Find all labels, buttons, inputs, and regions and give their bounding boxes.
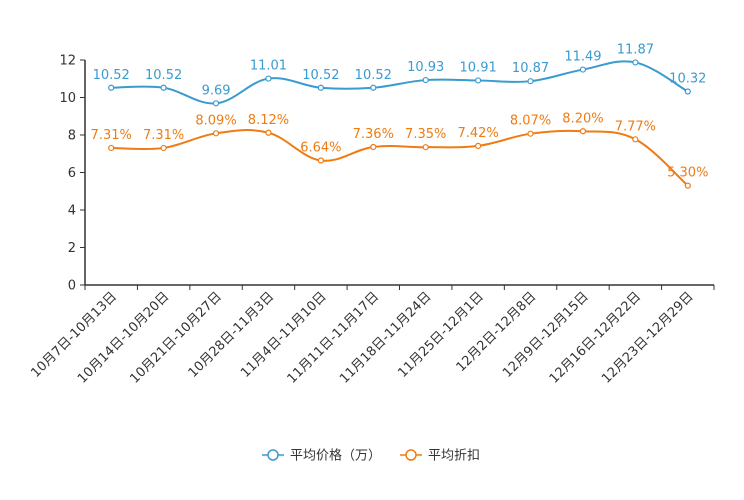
data-point bbox=[527, 78, 534, 85]
data-label: 7.35% bbox=[405, 127, 446, 142]
y-tick-label: 12 bbox=[59, 54, 76, 69]
x-category-label: 12月16日-12月22日 bbox=[547, 289, 644, 386]
data-label: 7.31% bbox=[91, 128, 132, 143]
data-label: 10.91 bbox=[460, 60, 497, 75]
data-label: 11.01 bbox=[250, 59, 287, 74]
data-label: 10.52 bbox=[93, 68, 130, 83]
y-tick-label: 6 bbox=[68, 166, 76, 181]
data-point bbox=[160, 144, 167, 152]
data-label: 10.93 bbox=[407, 60, 444, 75]
data-label: 10.32 bbox=[669, 72, 706, 87]
data-label: 10.52 bbox=[302, 68, 339, 83]
data-point bbox=[632, 136, 639, 143]
data-point bbox=[317, 157, 324, 164]
data-point bbox=[422, 144, 429, 151]
legend-marker bbox=[405, 449, 417, 461]
y-tick-label: 2 bbox=[68, 241, 76, 256]
data-label: 7.31% bbox=[143, 128, 184, 143]
data-label: 8.09% bbox=[195, 113, 236, 128]
data-point bbox=[370, 84, 377, 91]
data-point bbox=[579, 128, 587, 135]
data-point bbox=[684, 182, 691, 189]
data-point bbox=[212, 100, 220, 107]
data-point bbox=[370, 143, 377, 151]
data-point bbox=[265, 129, 272, 136]
data-point bbox=[160, 84, 167, 91]
x-category-label: 12月23日-12月29日 bbox=[599, 289, 696, 386]
x-category-label: 10月14日-10月20日 bbox=[75, 289, 172, 386]
data-label: 10.52 bbox=[355, 68, 392, 83]
data-label: 8.07% bbox=[510, 114, 551, 129]
data-point bbox=[475, 142, 482, 149]
data-point bbox=[212, 130, 220, 137]
series-line-1 bbox=[111, 129, 689, 187]
data-point bbox=[579, 66, 587, 73]
data-label: 8.12% bbox=[248, 113, 289, 128]
legend-label: 平均折扣 bbox=[428, 449, 480, 464]
legend-label: 平均价格（万） bbox=[290, 448, 381, 464]
data-label: 7.42% bbox=[457, 126, 498, 141]
data-point bbox=[108, 84, 115, 91]
y-tick-label: 4 bbox=[68, 204, 76, 219]
data-point bbox=[317, 84, 324, 91]
y-tick-label: 0 bbox=[68, 279, 76, 294]
data-label: 9.69 bbox=[202, 83, 231, 98]
data-point bbox=[527, 130, 534, 137]
data-label: 8.20% bbox=[562, 111, 603, 126]
y-tick-label: 10 bbox=[59, 91, 76, 106]
data-label: 11.49 bbox=[564, 50, 601, 65]
x-category-label: 11月18日-11月24日 bbox=[337, 289, 434, 386]
x-category-label: 10月21日-10月27日 bbox=[127, 289, 224, 386]
legend-marker bbox=[267, 449, 279, 461]
data-point bbox=[422, 76, 429, 84]
data-label: 10.52 bbox=[145, 68, 182, 83]
series-line-0 bbox=[111, 60, 689, 105]
x-category-label: 10月7日-10月13日 bbox=[28, 289, 120, 381]
data-point bbox=[475, 77, 482, 84]
data-point bbox=[265, 75, 272, 82]
data-point bbox=[108, 144, 115, 152]
x-category-label: 11月11日-11月17日 bbox=[285, 289, 382, 386]
data-point bbox=[684, 88, 691, 95]
data-label: 10.87 bbox=[512, 61, 549, 76]
data-label: 6.64% bbox=[300, 141, 341, 156]
data-label: 7.36% bbox=[353, 127, 394, 142]
data-label: 11.87 bbox=[617, 42, 654, 57]
data-point bbox=[632, 59, 639, 66]
data-label: 7.77% bbox=[615, 119, 656, 134]
data-label: 5.30% bbox=[667, 166, 708, 181]
y-tick-label: 8 bbox=[68, 129, 76, 144]
